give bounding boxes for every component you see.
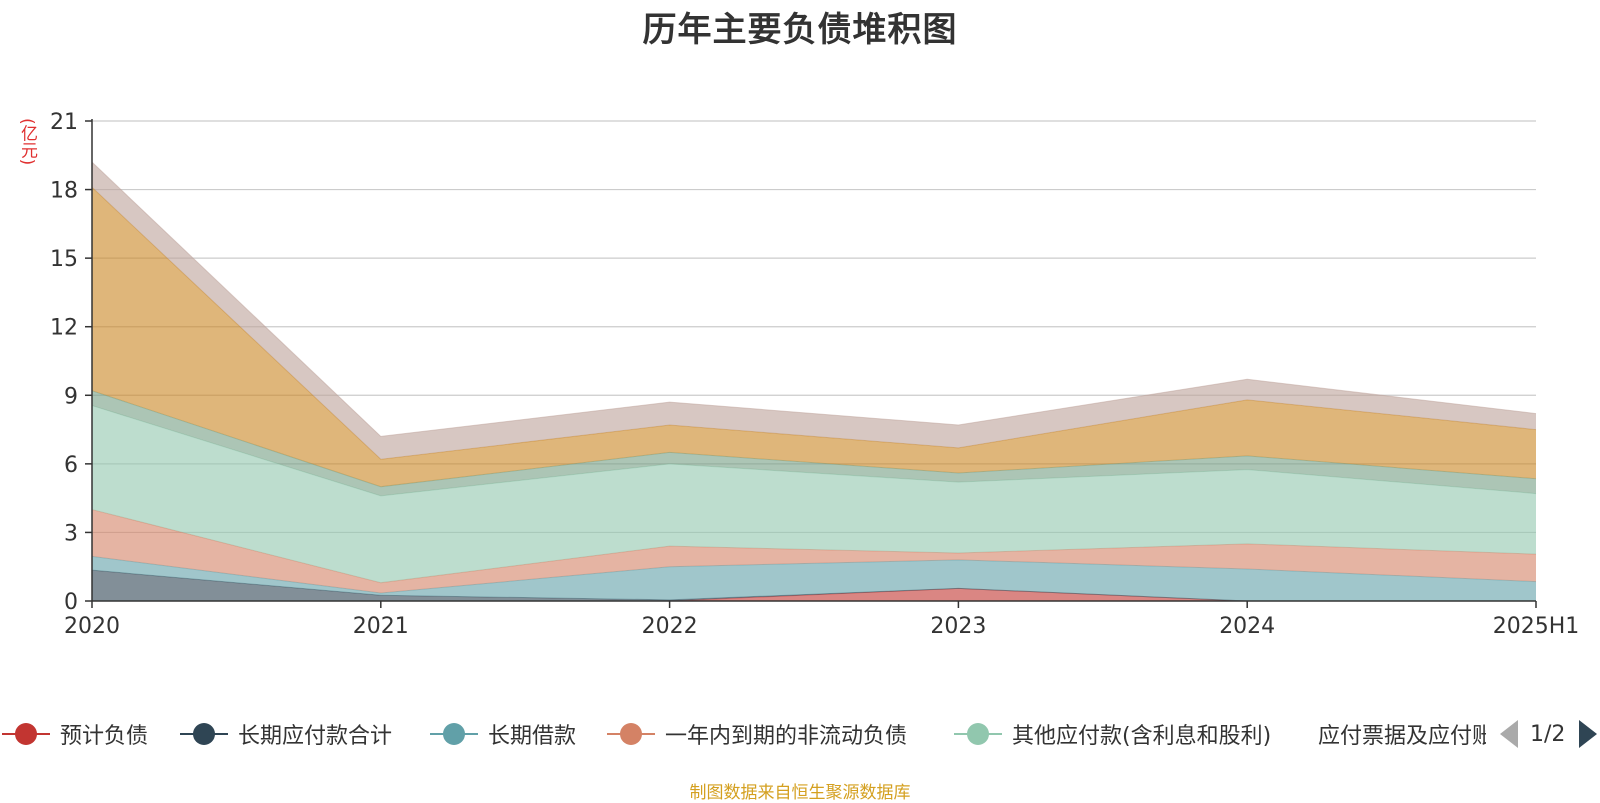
y-tick-label: 18 (50, 179, 78, 204)
area-series-5 (92, 390, 1536, 496)
y-tick-label: 21 (50, 110, 78, 135)
legend-label: 长期应付款合计 (238, 724, 393, 749)
area-series-edge-7 (91, 161, 1537, 437)
area-series (91, 161, 1537, 602)
legend-item[interactable]: 长期借款 (428, 716, 598, 752)
legend-next-page-icon[interactable] (1579, 720, 1598, 748)
legend-label: 一年内到期的非流动负债 (665, 724, 908, 749)
area-series-6 (92, 187, 1536, 487)
legend-item[interactable]: 预计负债 (0, 716, 160, 752)
legend-label: 长期借款 (488, 724, 577, 749)
legend-prev-page-icon[interactable] (1500, 720, 1518, 748)
legend-item[interactable]: 应付票据及应付账款 (1310, 716, 1486, 752)
y-tick-label: 9 (64, 384, 78, 409)
legend-label: 应付票据及应付账款 (1318, 724, 1486, 749)
y-tick-label: 15 (50, 247, 78, 272)
legend-item[interactable]: 其他应付款(含利息和股利) (952, 716, 1292, 752)
axes: 0 3 6 9 12 15 18 21 2020 2021 2022 2023 2024 2025H1 (50, 110, 1579, 639)
chart-title: 历年主要负债堆积图 (642, 10, 958, 50)
x-tick-label: 2020 (64, 614, 120, 639)
legend-page-indicator: 1/2 (1530, 721, 1566, 747)
x-tick-label: 2023 (930, 614, 986, 639)
legend-marker-icon (607, 723, 655, 745)
legend-pager: 1/2 (1500, 716, 1598, 752)
legend-label: 其他应付款(含利息和股利) (1012, 724, 1272, 749)
y-tick-label: 0 (64, 590, 78, 615)
legend-marker-icon (180, 723, 228, 745)
y-axis-unit-label: (亿元) (17, 118, 37, 166)
legend-label: 预计负债 (60, 724, 149, 749)
legend-item[interactable]: 一年内到期的非流动负债 (605, 716, 935, 752)
x-tick-label: 2022 (642, 614, 698, 639)
legend: 预计负债 长期应付款合计 长期借款 一年内到期的非流动负债 其他应付款(含利息和股利) 应… (0, 716, 1600, 752)
x-tick-label: 2025H1 (1493, 614, 1580, 639)
y-tick-label: 12 (50, 316, 78, 341)
area-series-2 (92, 556, 1536, 601)
area-series-3 (92, 509, 1536, 593)
x-tick-label: 2024 (1219, 614, 1275, 639)
area-series-4 (92, 405, 1536, 583)
source-note: 制图数据来自恒生聚源数据库 (689, 783, 911, 803)
area-series-1 (92, 570, 1536, 601)
legend-item[interactable]: 长期应付款合计 (178, 716, 418, 752)
x-tick-label: 2021 (353, 614, 409, 639)
legend-marker-icon (954, 723, 1002, 745)
y-tick-label: 6 (64, 453, 78, 478)
y-tick-label: 3 (64, 521, 78, 546)
legend-marker-icon (2, 723, 50, 745)
legend-marker-icon (430, 723, 478, 745)
legend-items: 预计负债 长期应付款合计 长期借款 一年内到期的非流动负债 其他应付款(含利息和股利) 应… (0, 716, 1486, 752)
